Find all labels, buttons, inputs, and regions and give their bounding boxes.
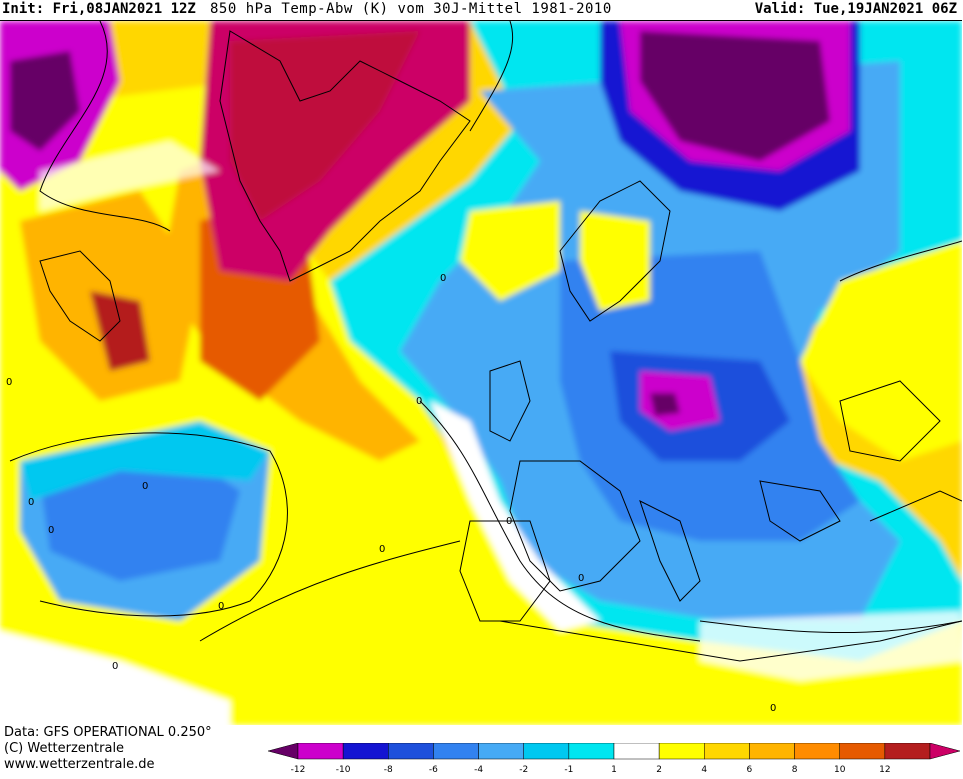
field-darkred-labrador <box>90 291 150 371</box>
legend-swatch <box>658 743 705 760</box>
coast-iberia <box>459 520 551 622</box>
coast-scandinavia <box>559 180 671 322</box>
header-bar: Init: Fri,08JAN2021 12Z 850 hPa Temp-Abw… <box>0 0 963 20</box>
legend-tick-label: -10 <box>336 765 351 775</box>
data-source-label: Data: GFS OPERATIONAL 0.250° <box>4 725 212 740</box>
contour-label: 0 <box>506 516 512 527</box>
legend-tick-label: -8 <box>384 765 393 775</box>
contour-iberia <box>419 400 701 642</box>
legend-tick-label: -1 <box>564 765 573 775</box>
field-purple-arctic <box>640 31 830 161</box>
contour-label: 0 <box>578 573 584 584</box>
contour-label: 0 <box>28 497 34 508</box>
legend-swatch <box>523 743 570 760</box>
field-white-band-iberia <box>430 401 600 631</box>
legend-arrow-low <box>268 743 299 760</box>
legend-swatch <box>884 743 931 760</box>
legend-swatch <box>568 743 615 760</box>
coast-turkey <box>869 490 962 522</box>
legend-swatch <box>388 743 434 760</box>
website-link[interactable]: www.wetterzentrale.de <box>4 757 155 772</box>
coast-north-africa <box>499 620 962 662</box>
legend-tick-label: -4 <box>474 765 483 775</box>
legend-tick-label: 2 <box>656 765 662 775</box>
contour-label: 0 <box>48 525 54 536</box>
contour-label: 0 <box>142 481 148 492</box>
contour-label: 0 <box>112 661 118 672</box>
coast-britain <box>489 360 531 442</box>
contour-label: 0 <box>770 703 776 714</box>
coast-black-sea <box>839 380 941 462</box>
legend-tick-label: 12 <box>879 765 890 775</box>
legend-swatch <box>839 743 886 760</box>
contour-label-group: 0 0 0 0 0 0 0 0 0 0 0 0 <box>6 273 776 714</box>
field-purple-central-europe <box>650 393 680 416</box>
legend-swatch <box>342 743 389 760</box>
contour-label: 0 <box>379 544 385 555</box>
field-yellow-north-sea <box>460 201 560 301</box>
legend-tick-label: 4 <box>701 765 707 775</box>
zero-contours <box>9 21 962 642</box>
legend-tick-label: 1 <box>611 765 617 775</box>
contour-south-atlantic <box>199 540 461 642</box>
coastlines <box>39 30 962 662</box>
anomaly-map-canvas: 0 0 0 0 0 0 0 0 0 0 0 0 <box>0 21 962 725</box>
field-magenta-central-europe <box>640 371 720 431</box>
coast-labrador <box>39 250 121 342</box>
legend-tick-label: -12 <box>291 765 306 775</box>
legend-swatch <box>704 743 750 760</box>
init-time-label: Init: Fri,08JAN2021 12Z <box>2 1 196 17</box>
legend-arrow-high <box>929 743 960 760</box>
coast-italy <box>639 500 701 602</box>
legend-swatch <box>794 743 840 760</box>
coast-balkans <box>759 480 841 542</box>
contour-northwest <box>39 21 171 232</box>
footer: Data: GFS OPERATIONAL 0.250° (C) Wetterz… <box>0 725 963 779</box>
field-yellow-scandinavia <box>580 211 650 311</box>
legend-tick-label: -6 <box>429 765 438 775</box>
contour-arctic <box>469 21 514 132</box>
field-white-southwest <box>0 631 230 725</box>
coast-greenland <box>219 30 471 282</box>
contour-label: 0 <box>218 601 224 612</box>
contour-label: 0 <box>6 377 12 388</box>
field-midblue-atlantic <box>40 451 240 581</box>
legend-tick-label: 6 <box>747 765 753 775</box>
legend-swatch <box>297 743 344 760</box>
coast-france <box>509 460 641 592</box>
field-purple-northwest <box>10 51 80 151</box>
legend-tick-label: 10 <box>834 765 846 775</box>
field-darkred-greenland <box>230 31 420 221</box>
legend-swatch <box>433 743 479 760</box>
color-legend: -12 -10 -8 -6 -4 -2 -1 1 2 4 6 8 10 12 <box>268 743 960 775</box>
field-white-baffin <box>40 141 220 211</box>
legend-swatch <box>613 743 660 760</box>
legend-swatch <box>478 743 524 760</box>
map-title: 850 hPa Temp-Abw (K) vom 30J-Mittel 1981… <box>210 1 612 17</box>
legend-tick-label: -2 <box>519 765 528 775</box>
anomaly-map: 0 0 0 0 0 0 0 0 0 0 0 0 <box>0 20 962 726</box>
contour-label: 0 <box>416 396 422 407</box>
valid-time-label: Valid: Tue,19JAN2021 06Z <box>754 1 957 17</box>
contour-africa <box>699 620 962 634</box>
contour-atlantic-pool <box>9 432 288 617</box>
contour-label: 0 <box>440 273 446 284</box>
legend-swatch <box>749 743 795 760</box>
legend-tick-label: 8 <box>792 765 798 775</box>
contour-russia <box>839 240 962 282</box>
field-cyan-atlantic <box>20 421 270 501</box>
copyright-label: (C) Wetterzentrale <box>4 741 125 756</box>
